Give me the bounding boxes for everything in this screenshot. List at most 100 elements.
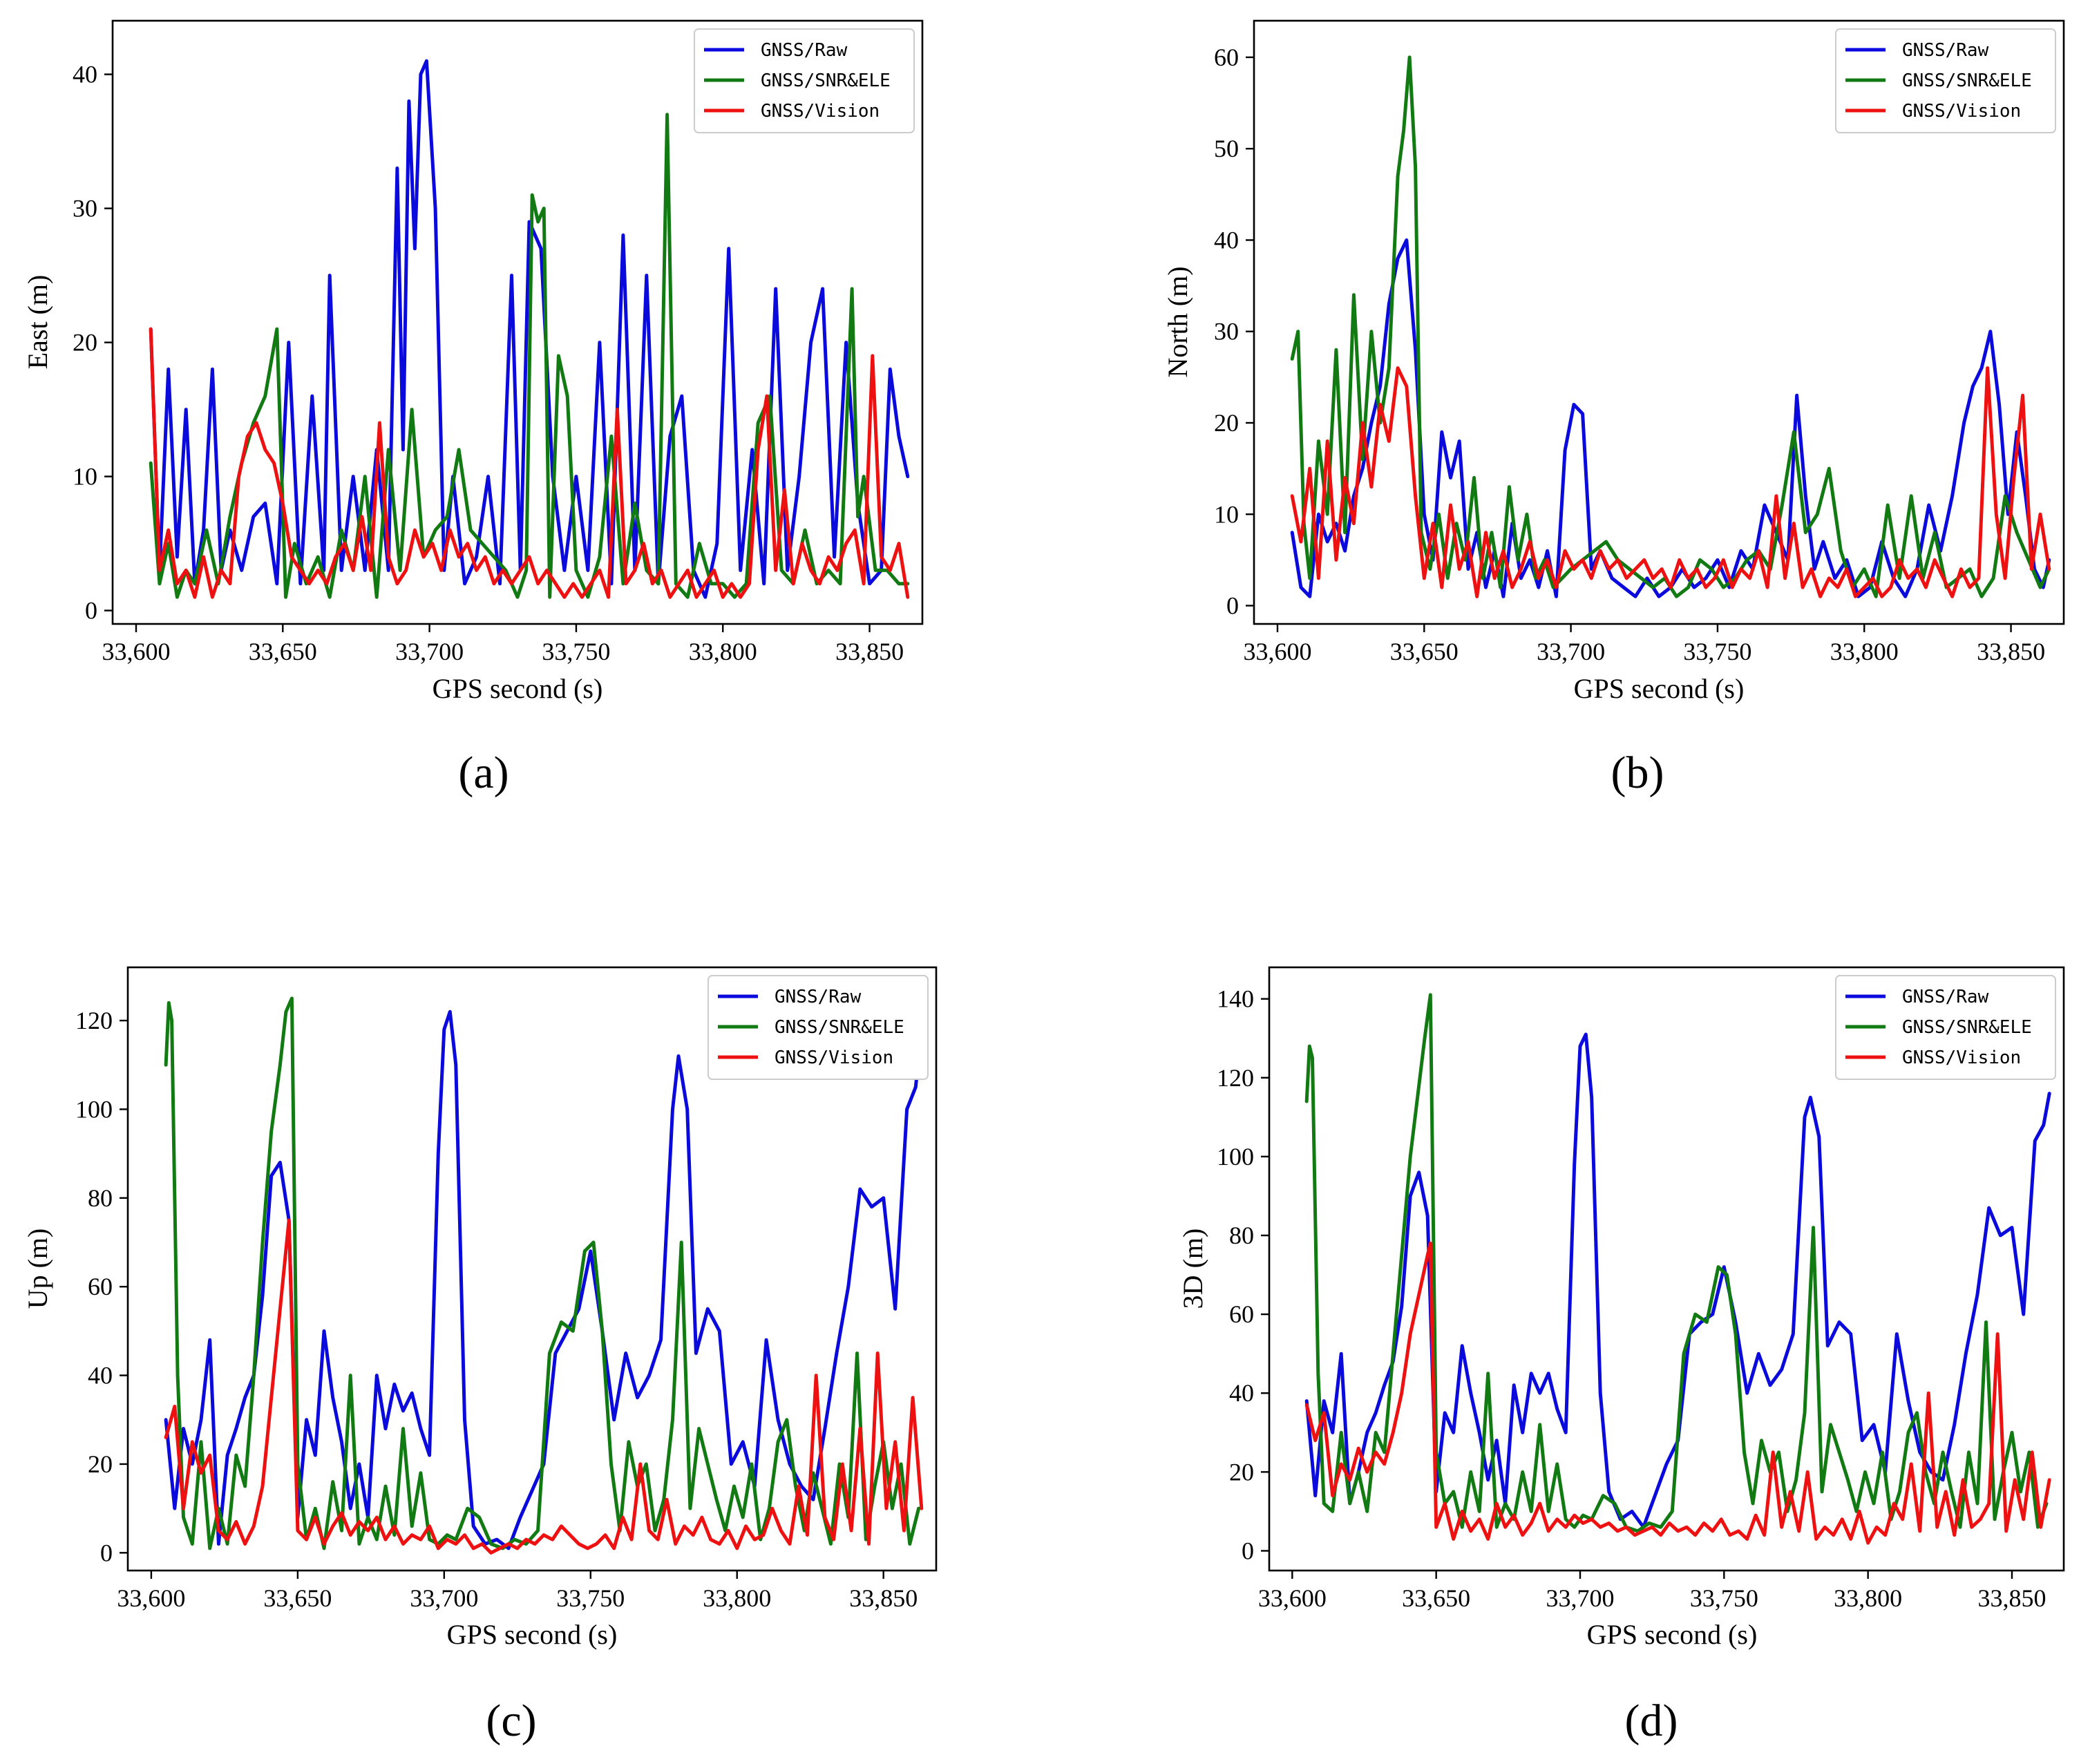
y-tick-label-d: 40 <box>1229 1379 1254 1407</box>
x-tick-label-c: 33,650 <box>263 1584 332 1612</box>
panel-label-c: (c) <box>486 1696 536 1746</box>
y-tick-label-a: 0 <box>85 597 97 625</box>
x-tick-label-b: 33,800 <box>1830 638 1899 665</box>
y-tick-label-b: 0 <box>1226 592 1239 620</box>
y-tick-label-b: 20 <box>1214 409 1239 437</box>
x-axis-label-b: GPS second (s) <box>1574 673 1745 704</box>
panel-d: 33,600 33,650 33,700 33,750 33,800 33,850 0 20 4… <box>1177 966 2065 1746</box>
series-group-d <box>1304 993 2051 1545</box>
x-tick-label-c: 33,850 <box>849 1584 918 1612</box>
y-tick-label-b: 30 <box>1214 318 1239 345</box>
legend-label-b: GNSS/SNR&ELE <box>1902 70 2032 91</box>
x-tick-label-c: 33,750 <box>556 1584 625 1612</box>
x-tick-label-d: 33,700 <box>1546 1584 1615 1612</box>
legend-label-b: GNSS/Raw <box>1902 40 1989 61</box>
legend-label-a: GNSS/SNR&ELE <box>761 70 891 91</box>
legend-box-c <box>707 975 929 1080</box>
legend-label-a: GNSS/Raw <box>761 40 848 61</box>
y-tick-label-d: 140 <box>1217 985 1254 1013</box>
ticks-c: 33,600 33,650 33,700 33,750 33,800 33,850 0 20 4… <box>75 1007 918 1612</box>
legend-label-c: GNSS/Raw <box>775 987 862 1007</box>
y-tick-label-c: 120 <box>75 1007 113 1034</box>
series-line-gnss-snr-ele-c <box>164 996 921 1550</box>
y-tick-label-b: 40 <box>1214 226 1239 254</box>
x-tick-label-d: 33,750 <box>1690 1584 1758 1612</box>
x-tick-label-d: 33,850 <box>1978 1584 2046 1612</box>
x-tick-label-a: 33,600 <box>102 638 170 665</box>
series-line-gnss-raw-d <box>1304 1032 2051 1529</box>
y-axis-label-a: East (m) <box>22 275 53 370</box>
plot-frame-b <box>1253 19 2065 625</box>
y-tick-label-b: 10 <box>1214 500 1239 528</box>
series-group-c <box>164 996 924 1555</box>
x-tick-label-b: 33,850 <box>1977 638 2045 665</box>
x-tick-label-b: 33,750 <box>1683 638 1751 665</box>
y-axis-label-b: North (m) <box>1162 266 1193 377</box>
x-tick-label-c: 33,600 <box>117 1584 185 1612</box>
panel-c: 33,600 33,650 33,700 33,750 33,800 33,850 0 20 4… <box>22 966 938 1746</box>
series-line-gnss-snr-ele-b <box>1290 55 2051 598</box>
x-tick-label-a: 33,800 <box>689 638 757 665</box>
x-tick-label-a: 33,750 <box>542 638 610 665</box>
y-tick-label-a: 10 <box>73 463 97 491</box>
x-tick-label-b: 33,600 <box>1243 638 1311 665</box>
plot-frame-c <box>126 966 938 1572</box>
legend-label-b: GNSS/Vision <box>1902 101 2021 122</box>
y-tick-label-a: 20 <box>73 329 97 357</box>
series-group-b <box>1290 55 2051 598</box>
series-line-gnss-vision-d <box>1304 1241 2051 1545</box>
panel-a: 33,600 33,650 33,700 33,750 33,800 33,850 0 10 2… <box>22 19 924 798</box>
panel-label-a: (a) <box>458 748 509 798</box>
x-tick-label-a: 33,850 <box>835 638 904 665</box>
y-tick-label-d: 120 <box>1217 1064 1254 1092</box>
series-line-gnss-snr-ele-a <box>149 113 910 599</box>
series-line-gnss-vision-a <box>149 327 910 599</box>
y-tick-label-d: 0 <box>1242 1537 1254 1564</box>
series-line-gnss-vision-c <box>164 1218 924 1555</box>
x-axis-label-c: GPS second (s) <box>447 1619 618 1650</box>
y-axis-label-c: Up (m) <box>22 1229 53 1309</box>
ticks-a: 33,600 33,650 33,700 33,750 33,800 33,850 0 10 2… <box>73 61 904 665</box>
y-tick-label-a: 30 <box>73 195 97 222</box>
y-tick-label-d: 100 <box>1217 1143 1254 1170</box>
legend-box-a <box>694 28 915 133</box>
x-tick-label-d: 33,650 <box>1402 1584 1470 1612</box>
y-tick-label-c: 60 <box>88 1273 113 1300</box>
x-tick-label-d: 33,800 <box>1834 1584 1902 1612</box>
series-line-gnss-raw-a <box>149 59 910 599</box>
panel-b: 33,600 33,650 33,700 33,750 33,800 33,850 0 10 2… <box>1162 19 2065 798</box>
legend-c: GNSS/Raw GNSS/SNR&ELE GNSS/Vision <box>707 975 929 1080</box>
x-tick-label-b: 33,700 <box>1537 638 1605 665</box>
x-tick-label-a: 33,650 <box>249 638 317 665</box>
y-tick-label-c: 100 <box>75 1095 113 1123</box>
legend-b: GNSS/Raw GNSS/SNR&ELE GNSS/Vision <box>1835 28 2056 133</box>
legend-label-d: GNSS/Vision <box>1902 1047 2021 1068</box>
ticks-b: 33,600 33,650 33,700 33,750 33,800 33,850 0 10 2… <box>1214 44 2045 665</box>
plot-frame-a <box>111 19 924 625</box>
y-tick-label-d: 80 <box>1229 1222 1254 1249</box>
y-tick-label-b: 60 <box>1214 44 1239 71</box>
x-axis-label-d: GPS second (s) <box>1587 1619 1758 1650</box>
y-tick-label-d: 20 <box>1229 1458 1254 1486</box>
legend-box-b <box>1835 28 2056 133</box>
plot-frame-d <box>1268 966 2065 1572</box>
x-tick-label-a: 33,700 <box>395 638 464 665</box>
y-tick-label-c: 0 <box>100 1539 113 1566</box>
x-tick-label-b: 33,650 <box>1390 638 1459 665</box>
x-tick-label-c: 33,800 <box>703 1584 771 1612</box>
series-group-a <box>149 59 910 599</box>
y-axis-label-d: 3D (m) <box>1177 1229 1208 1309</box>
legend-a: GNSS/Raw GNSS/SNR&ELE GNSS/Vision <box>694 28 915 133</box>
legend-label-c: GNSS/Vision <box>775 1047 893 1068</box>
y-tick-label-d: 60 <box>1229 1300 1254 1328</box>
x-tick-label-c: 33,700 <box>410 1584 478 1612</box>
legend-box-d <box>1835 975 2056 1080</box>
series-line-gnss-raw-b <box>1290 238 2051 598</box>
legend-label-a: GNSS/Vision <box>761 101 880 122</box>
legend-d: GNSS/Raw GNSS/SNR&ELE GNSS/Vision <box>1835 975 2056 1080</box>
legend-label-d: GNSS/SNR&ELE <box>1902 1017 2032 1038</box>
y-tick-label-c: 20 <box>88 1450 113 1478</box>
series-line-gnss-vision-b <box>1290 366 2051 598</box>
y-tick-label-c: 80 <box>88 1184 113 1212</box>
